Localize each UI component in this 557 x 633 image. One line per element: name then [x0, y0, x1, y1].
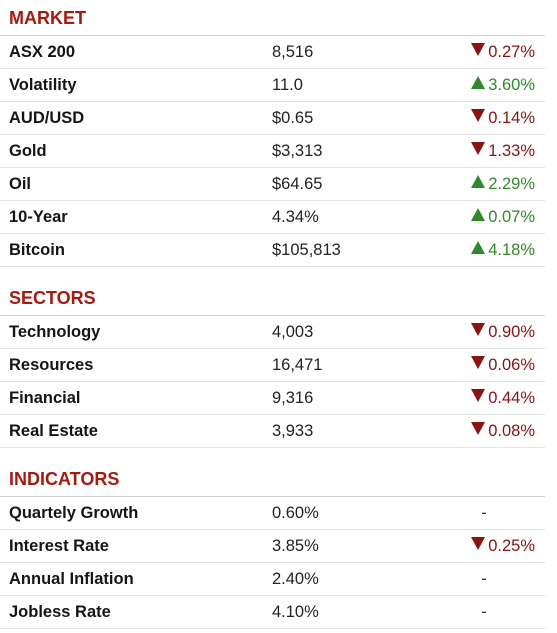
row-change-value: 0.25% [488, 537, 535, 555]
row-value: 3.85% [272, 537, 319, 555]
section-title: INDICATORS [0, 461, 545, 497]
market-row-asx-200: ASX 200 8,516 0.27% [0, 36, 545, 69]
row-name: Gold [9, 142, 47, 160]
row-name: Annual Inflation [9, 570, 134, 588]
indicators-list: Quartely Growth 0.60% - Interest Rate 3.85%… [0, 497, 557, 629]
row-change: 0.08% [435, 415, 535, 448]
sectors-section: SECTORS Technology 4,003 0.90% Resources 16… [0, 280, 557, 448]
triangle-down-icon [471, 356, 486, 369]
row-name: 10-Year [9, 208, 68, 226]
row-name: Oil [9, 175, 32, 193]
triangle-down-icon [471, 109, 486, 122]
row-value: $105,813 [272, 241, 341, 259]
row-change-value: - [481, 570, 487, 588]
section-title: MARKET [0, 0, 545, 36]
row-value: 0.60% [272, 504, 319, 522]
triangle-down-icon [471, 422, 486, 435]
indicator-row-interest-rate: Interest Rate 3.85% 0.25% [0, 530, 545, 563]
row-change: 0.27% [435, 36, 535, 69]
row-name: Financial [9, 389, 81, 407]
section-title: SECTORS [0, 280, 545, 316]
row-change-value: 0.44% [488, 389, 535, 407]
row-value: 4,003 [272, 323, 314, 341]
row-name: Quartely Growth [9, 504, 139, 522]
triangle-up-icon [471, 241, 486, 254]
indicator-row-annual-inflation: Annual Inflation 2.40% - [0, 563, 545, 596]
triangle-up-icon [471, 208, 486, 221]
triangle-down-icon [471, 43, 486, 56]
row-change: 0.06% [435, 349, 535, 382]
triangle-down-icon [471, 142, 486, 155]
row-name: ASX 200 [9, 43, 76, 61]
row-value: 8,516 [272, 43, 314, 61]
row-change: - [454, 596, 514, 629]
row-change: 3.60% [435, 69, 535, 102]
indicators-section: INDICATORS Quartely Growth 0.60% - Interes… [0, 461, 557, 629]
market-row-oil: Oil $64.65 2.29% [0, 168, 545, 201]
row-name: Real Estate [9, 422, 98, 440]
market-list: ASX 200 8,516 0.27% Volatility 11.0 3.60% AU… [0, 36, 557, 267]
triangle-down-icon [471, 323, 486, 336]
sector-row-technology: Technology 4,003 0.90% [0, 316, 545, 349]
row-change: 0.14% [435, 102, 535, 135]
row-value: $64.65 [272, 175, 323, 193]
row-change-value: 0.90% [488, 323, 535, 341]
row-change-value: 2.29% [488, 175, 535, 193]
row-name: Jobless Rate [9, 603, 111, 621]
sector-row-real-estate: Real Estate 3,933 0.08% [0, 415, 545, 448]
row-change: 2.29% [435, 168, 535, 201]
market-section: MARKET ASX 200 8,516 0.27% Volatility 11.0 3… [0, 0, 557, 267]
row-change-value: 3.60% [488, 76, 535, 94]
market-row-volatility: Volatility 11.0 3.60% [0, 69, 545, 102]
row-change: 0.90% [435, 316, 535, 349]
row-name: Bitcoin [9, 241, 65, 259]
triangle-down-icon [471, 537, 486, 550]
row-change-value: 4.18% [488, 241, 535, 259]
row-change-value: 0.27% [488, 43, 535, 61]
row-change-value: 0.08% [488, 422, 535, 440]
row-change-value: - [481, 603, 487, 621]
row-change: 4.18% [435, 234, 535, 267]
row-change: 0.07% [435, 201, 535, 234]
market-row-bitcoin: Bitcoin $105,813 4.18% [0, 234, 545, 267]
indicator-row-quartely-growth: Quartely Growth 0.60% - [0, 497, 545, 530]
indicator-row-jobless-rate: Jobless Rate 4.10% - [0, 596, 545, 629]
triangle-down-icon [471, 389, 486, 402]
market-row-aud-usd: AUD/USD $0.65 0.14% [0, 102, 545, 135]
row-change: - [454, 563, 514, 596]
row-name: AUD/USD [9, 109, 85, 127]
sectors-list: Technology 4,003 0.90% Resources 16,471 0.06… [0, 316, 557, 448]
row-value: $3,313 [272, 142, 323, 160]
row-value: 3,933 [272, 422, 314, 440]
row-change: 0.44% [435, 382, 535, 415]
row-value: 4.10% [272, 603, 319, 621]
row-change-value: - [481, 504, 487, 522]
row-change-value: 0.07% [488, 208, 535, 226]
market-row-10-year: 10-Year 4.34% 0.07% [0, 201, 545, 234]
row-value: 9,316 [272, 389, 314, 407]
row-value: 11.0 [272, 76, 303, 94]
row-name: Technology [9, 323, 101, 341]
row-change: 1.33% [435, 135, 535, 168]
row-change-value: 1.33% [488, 142, 535, 160]
row-name: Interest Rate [9, 537, 109, 555]
row-name: Resources [9, 356, 94, 374]
row-change: 0.25% [435, 530, 535, 563]
sector-row-resources: Resources 16,471 0.06% [0, 349, 545, 382]
triangle-up-icon [471, 76, 486, 89]
row-value: 16,471 [272, 356, 323, 374]
row-change-value: 0.06% [488, 356, 535, 374]
row-name: Volatility [9, 76, 77, 94]
row-value: $0.65 [272, 109, 314, 127]
row-change: - [454, 497, 514, 530]
row-value: 2.40% [272, 570, 319, 588]
sector-row-financial: Financial 9,316 0.44% [0, 382, 545, 415]
row-value: 4.34% [272, 208, 319, 226]
row-change-value: 0.14% [488, 109, 535, 127]
triangle-up-icon [471, 175, 486, 188]
market-row-gold: Gold $3,313 1.33% [0, 135, 545, 168]
